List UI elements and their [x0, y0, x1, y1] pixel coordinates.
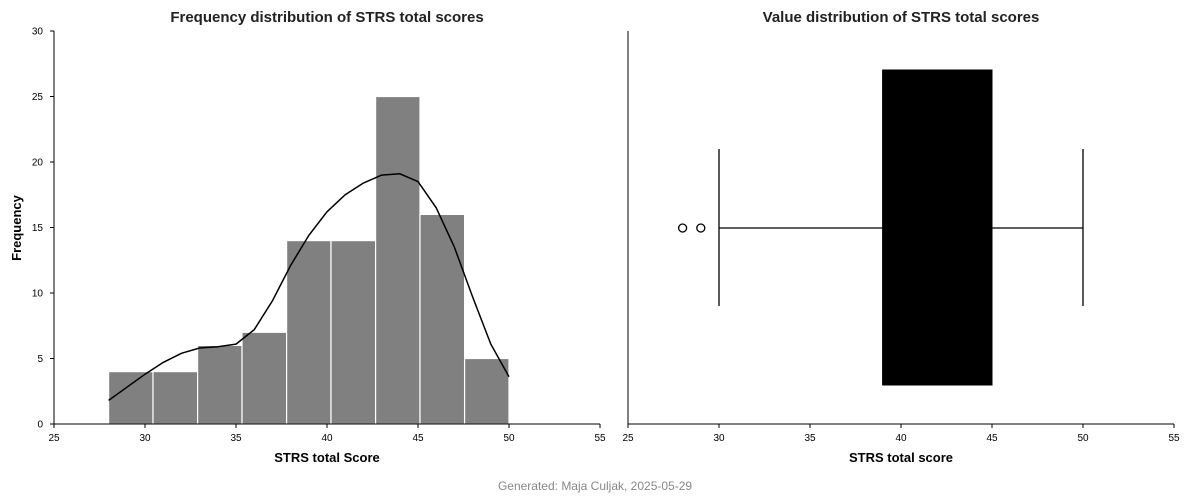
kde-curve — [108, 173, 510, 402]
boxplot-x-tick-label: 45 — [986, 433, 998, 444]
histogram-y-ticks: 0 5 10 15 20 25 30 — [32, 27, 54, 431]
boxplot-chart: Value distribution of STRS total scores … — [622, 9, 1180, 465]
histogram-bar-7 — [374, 95, 421, 425]
histogram-y-tick-label: 0 — [37, 420, 43, 431]
boxplot-marks — [677, 69, 1084, 386]
boxplot-x-tick-label: 55 — [1168, 433, 1180, 444]
outlier-point-1 — [677, 223, 688, 233]
histogram-x-label: STRS total Score — [274, 450, 379, 465]
histogram-bar-5 — [285, 240, 332, 425]
histogram-y-tick-label: 25 — [32, 92, 44, 103]
boxplot-x-tick-label: 35 — [804, 433, 816, 444]
histogram-title: Frequency distribution of STRS total sco… — [170, 9, 483, 26]
histogram-bar-6 — [330, 240, 377, 425]
histogram-chart: Frequency distribution of STRS total sco… — [9, 9, 606, 465]
histogram-bar-4 — [241, 331, 288, 425]
histogram-x-tick-label: 25 — [48, 433, 60, 444]
histogram-bars — [107, 95, 510, 425]
footer-credit: Generated: Maja Culjak, 2025-05-29 — [498, 479, 692, 493]
histogram-y-label: Frequency — [9, 194, 24, 261]
histogram-bar-8 — [419, 213, 466, 425]
histogram-x-tick-label: 55 — [594, 433, 606, 444]
histogram-y-tick-label: 5 — [37, 354, 43, 365]
histogram-bar-3 — [196, 344, 243, 425]
outlier-point-2 — [696, 223, 706, 233]
boxplot-x-tick-label: 25 — [622, 433, 634, 444]
histogram-x-tick-label: 50 — [503, 433, 515, 444]
interquartile-box — [882, 69, 993, 386]
boxplot-x-tick-label: 30 — [713, 433, 725, 444]
histogram-x-tick-label: 35 — [230, 433, 242, 444]
boxplot-title: Value distribution of STRS total scores — [763, 9, 1040, 26]
boxplot-x-tick-label: 50 — [1077, 433, 1089, 444]
histogram-x-tick-label: 40 — [321, 433, 333, 444]
histogram-bar-9 — [463, 357, 510, 425]
histogram-y-tick-label: 10 — [32, 289, 44, 300]
histogram-bar-2 — [152, 371, 199, 425]
histogram-x-ticks: 25 30 35 40 45 50 55 — [48, 424, 606, 444]
boxplot-x-ticks: 25 30 35 40 45 50 55 — [622, 424, 1180, 444]
histogram-y-tick-label: 30 — [32, 27, 44, 38]
histogram-bar-1 — [107, 371, 154, 425]
histogram-x-tick-label: 45 — [412, 433, 424, 444]
histogram-y-tick-label: 20 — [32, 158, 44, 169]
histogram-x-tick-label: 30 — [139, 433, 151, 444]
histogram-y-tick-label: 15 — [32, 223, 44, 234]
boxplot-x-tick-label: 40 — [895, 433, 907, 444]
boxplot-x-label: STRS total score — [849, 450, 953, 465]
